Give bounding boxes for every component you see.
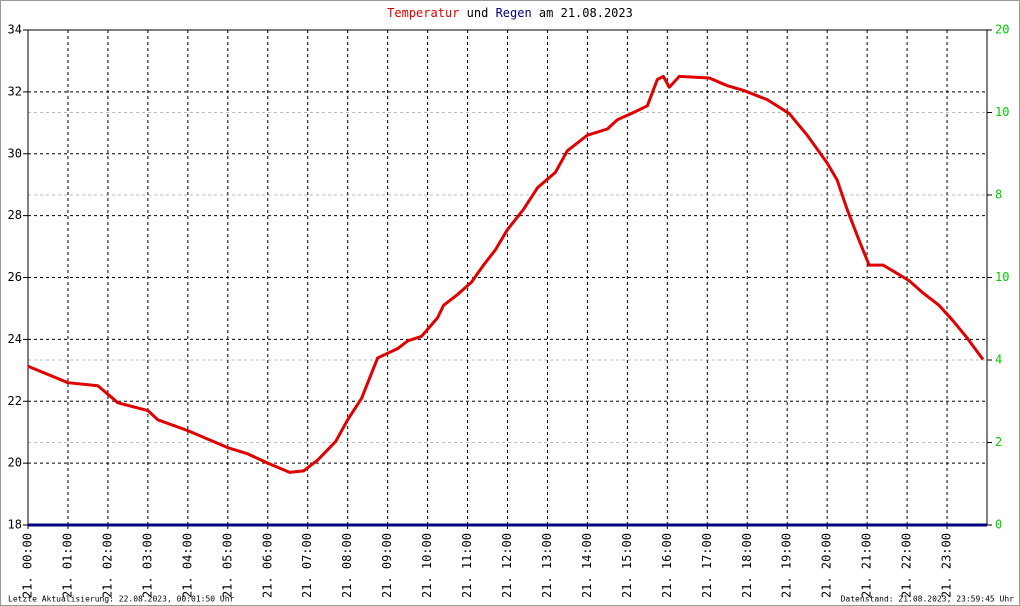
- y-tick-label: 20: [8, 456, 22, 470]
- title-part: und: [467, 6, 489, 20]
- series-line: [27, 74, 985, 474]
- x-tick-label: 21. 14:00: [580, 533, 594, 598]
- y-tick-label: 22: [8, 394, 22, 408]
- x-tick-label: 21. 17:00: [700, 533, 714, 598]
- x-tick-label: 21. 03:00: [140, 533, 154, 598]
- y2-tick-label: 10: [995, 270, 1009, 284]
- x-tick-label: 21. 05:00: [220, 533, 234, 598]
- x-tick-label: 21. 11:00: [460, 533, 474, 598]
- y-tick-label: 34: [8, 23, 22, 37]
- x-tick-label: 21. 16:00: [660, 533, 674, 598]
- chart-title: Temperatur und Regen am 21.08.2023: [387, 6, 633, 20]
- y-tick-label: 28: [8, 208, 22, 222]
- x-tick-label: 21. 21:00: [860, 533, 874, 598]
- y-tick-label: 24: [8, 332, 22, 346]
- x-tick-label: 21. 22:00: [900, 533, 914, 598]
- y2-tick-label: 10: [995, 105, 1009, 119]
- x-tick-label: 21. 09:00: [380, 533, 394, 598]
- x-tick-label: 21. 00:00: [21, 533, 35, 598]
- title-part: Temperatur: [387, 6, 459, 20]
- x-tick-label: 21. 20:00: [820, 533, 834, 598]
- x-tick-label: 21. 06:00: [260, 533, 274, 598]
- x-tick-label: 21. 02:00: [100, 533, 114, 598]
- footer-left: Letzte Aktualisierung: 22.08.2023, 00:01…: [8, 595, 235, 604]
- y2-tick-label: 0: [995, 518, 1002, 532]
- y2-tick-label: 4: [995, 353, 1002, 367]
- x-tick-label: 21. 15:00: [620, 533, 634, 598]
- x-tick-label: 21. 07:00: [300, 533, 314, 598]
- x-tick-label: 21. 04:00: [180, 533, 194, 598]
- x-tick-label: 21. 10:00: [420, 533, 434, 598]
- x-tick-label: 21. 01:00: [60, 533, 74, 598]
- title-part: Regen: [496, 6, 532, 20]
- footer-right: Datenstand: 21.08.2023, 23:59:45 Uhr: [841, 595, 1015, 604]
- x-tick-label: 21. 12:00: [500, 533, 514, 598]
- y2-tick-label: 2: [995, 435, 1002, 449]
- y-tick-label: 30: [8, 146, 22, 160]
- y2-tick-label: 20: [995, 23, 1009, 37]
- y-tick-label: 32: [8, 84, 22, 98]
- x-tick-label: 21. 13:00: [540, 533, 554, 598]
- y-tick-label: 18: [8, 518, 22, 532]
- x-tick-label: 21. 23:00: [940, 533, 954, 598]
- y2-tick-label: 8: [995, 188, 1002, 202]
- x-tick-label: 21. 19:00: [780, 533, 794, 598]
- y-tick-label: 26: [8, 270, 22, 284]
- x-tick-label: 21. 18:00: [740, 533, 754, 598]
- title-part: am 21.08.2023: [539, 6, 633, 20]
- x-tick-label: 21. 08:00: [340, 533, 354, 598]
